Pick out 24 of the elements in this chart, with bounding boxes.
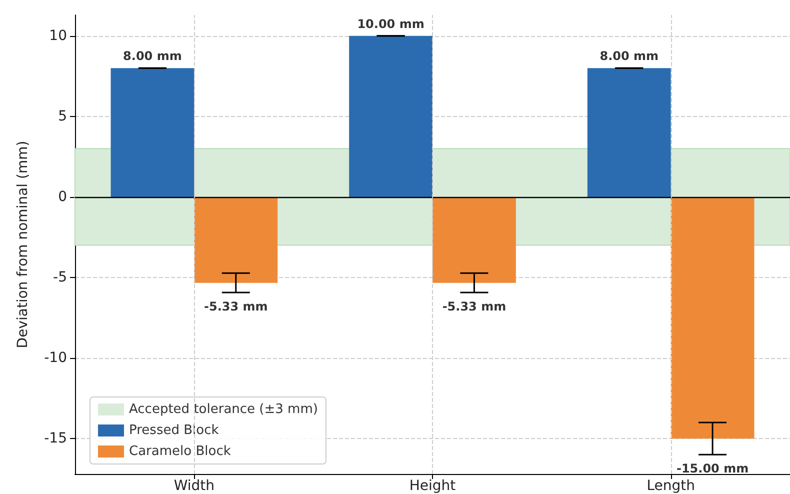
bar xyxy=(110,68,194,197)
bar xyxy=(670,196,754,439)
y-tick-label: -15 xyxy=(44,430,67,447)
y-tick-label: -10 xyxy=(44,350,67,366)
data-label: -5.33 mm xyxy=(442,299,506,314)
bar xyxy=(587,68,671,197)
y-tick-label: 0 xyxy=(58,188,67,205)
data-label: 10.00 mm xyxy=(357,16,424,31)
y-axis-title: Deviation from nominal (mm) xyxy=(15,140,31,348)
data-label: 8.00 mm xyxy=(600,49,659,64)
bar xyxy=(194,196,278,283)
x-tick-label: Height xyxy=(409,478,456,494)
y-tick-label: 10 xyxy=(49,28,67,44)
bar xyxy=(349,36,432,197)
y-tick-label: 5 xyxy=(58,108,67,124)
bar xyxy=(432,196,516,283)
legend-label: Caramelo Block xyxy=(129,444,232,459)
data-label: -15.00 mm xyxy=(676,462,749,476)
x-tick-label: Length xyxy=(646,478,695,494)
x-tick-label: Width xyxy=(174,478,215,494)
y-tick-label: -5 xyxy=(53,270,67,286)
data-label: 8.00 mm xyxy=(123,49,182,64)
data-label: -5.33 mm xyxy=(204,299,268,314)
legend-label: Accepted tolerance (±3 mm) xyxy=(129,402,318,417)
